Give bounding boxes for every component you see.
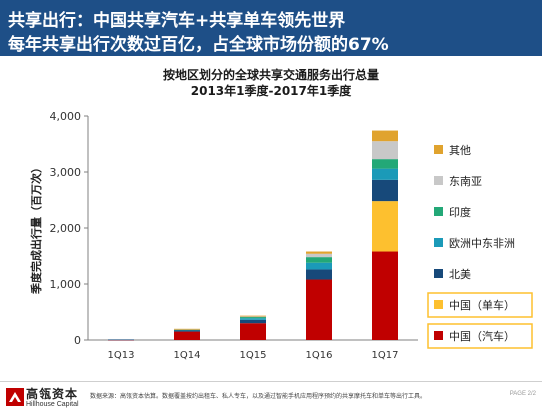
bar-segment: [174, 331, 200, 340]
footer-divider: [0, 381, 542, 382]
y-tick-label: 4,000: [50, 110, 82, 123]
bar-segment: [240, 317, 266, 319]
stacked-bar-chart: 0 1,000 2,000 3,000 4,000 季度完成出行量（百万次） 1Q13 1Q1…: [29, 110, 533, 361]
bar-segment: [306, 262, 332, 270]
bar-segment: [174, 328, 200, 330]
bar-segment: [372, 251, 398, 340]
y-tick-label: 2,000: [50, 222, 82, 235]
legend-label: 北美: [449, 268, 471, 281]
legend-swatch: [434, 269, 443, 278]
logo-english-name: Hillhouse Capital: [26, 401, 79, 408]
bar-segment: [372, 168, 398, 180]
bar-segment: [108, 339, 134, 341]
legend-label: 东南亚: [449, 175, 482, 188]
bar-segment: [240, 319, 266, 324]
legend-label: 中国（单车）: [449, 298, 515, 312]
chart-title: 按地区划分的全球共享交通服务出行总量: [162, 68, 379, 82]
bar-segment: [372, 179, 398, 202]
bar-segment: [372, 201, 398, 252]
legend-swatch: [434, 145, 443, 154]
bar-segment: [174, 330, 200, 332]
y-axis-label: 季度完成出行量（百万次）: [29, 162, 43, 295]
x-tick-label: 1Q14: [174, 350, 201, 361]
bar-segment: [306, 257, 332, 263]
bar-segment: [240, 318, 266, 320]
legend-highlight-frame: [427, 292, 533, 318]
legend-swatch: [434, 207, 443, 216]
legend-highlight-frame: [427, 323, 533, 349]
legend-label: 印度: [449, 205, 471, 219]
bar-segment: [306, 279, 332, 340]
x-tick-label: 1Q15: [240, 350, 267, 361]
hillhouse-logo-icon: [6, 388, 24, 406]
bar-segment: [240, 315, 266, 317]
x-tick-label: 1Q17: [372, 350, 399, 361]
bar-segment: [372, 141, 398, 160]
bar-segment: [306, 269, 332, 280]
y-tick-label: 3,000: [50, 166, 82, 179]
legend-swatch: [434, 331, 443, 340]
bar-segment: [372, 159, 398, 169]
legend-label: 中国（汽车）: [449, 329, 515, 343]
x-tick-label: 1Q16: [306, 350, 333, 361]
bar-segment: [240, 323, 266, 340]
bar-segment: [306, 251, 332, 254]
legend-swatch: [434, 238, 443, 247]
bar-segment: [240, 316, 266, 318]
y-tick-label: 1,000: [50, 278, 82, 291]
x-tick-label: 1Q13: [108, 350, 135, 361]
data-source-note: 数据来源：高瓴资本估算。数据覆盖按约出租车、私人专车，以及通过智能手机应用程序预…: [90, 393, 427, 400]
headline-line-1: 共享出行：中国共享汽车+共享单车领先世界: [8, 11, 346, 31]
legend-label: 欧洲中东非洲: [449, 237, 515, 250]
legend-label: 其他: [449, 144, 471, 157]
legend-swatch: [434, 300, 443, 309]
y-tick-label: 0: [74, 334, 81, 347]
bar-segment: [372, 130, 398, 142]
chart-subtitle: 2013年1季度-2017年1季度: [190, 84, 352, 98]
legend-swatch: [434, 176, 443, 185]
page-number: PAGE 2/2: [509, 391, 536, 397]
header-banner: 共享出行：中国共享汽车+共享单车领先世界 每年共享出行次数过百亿，占全球市场份额…: [0, 0, 542, 56]
headline-line-2: 每年共享出行次数过百亿，占全球市场份额的67%: [8, 35, 389, 55]
logo-chinese-name: 高瓴资本: [26, 387, 79, 401]
bar-segment: [306, 253, 332, 258]
